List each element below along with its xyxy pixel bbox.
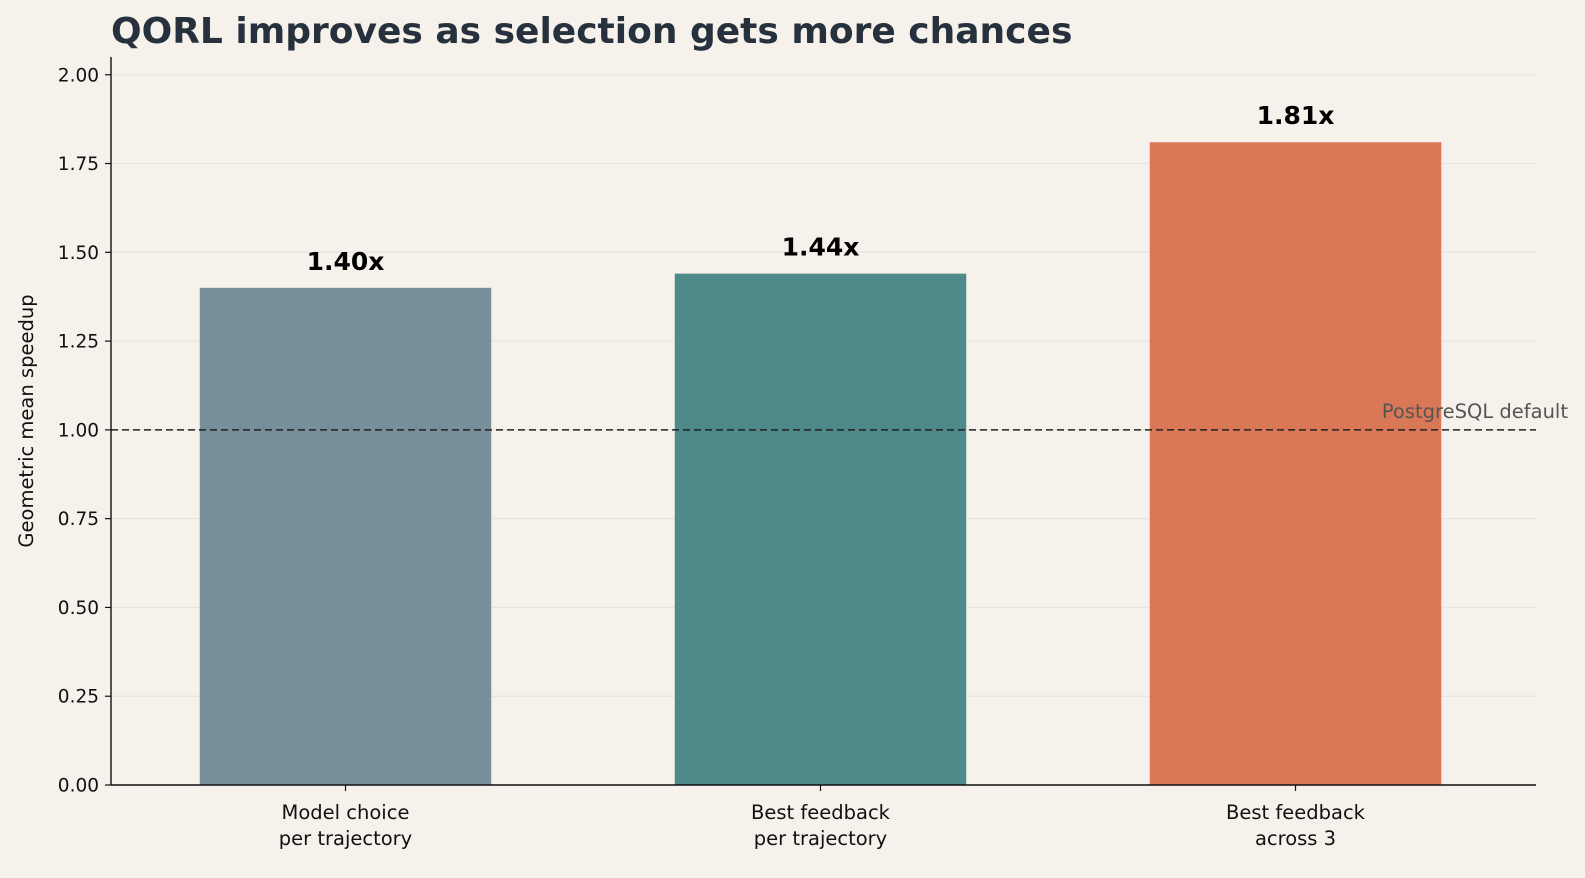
- y-tick-label: 0.75: [58, 509, 99, 530]
- bar: [674, 273, 967, 785]
- y-tick-label: 1.75: [58, 154, 99, 175]
- y-tick-label: 0.50: [58, 598, 99, 619]
- x-tick-label: Model choice: [282, 801, 410, 824]
- axes: 0.00 0.25 0.50 0.75 1.00 1.25 1.50 1.75 2.00 Mode…: [58, 57, 1536, 850]
- y-tick-label: 1.50: [58, 243, 99, 264]
- x-tick-label: Best feedback: [751, 801, 891, 824]
- value-label: 1.44x: [782, 233, 860, 262]
- x-tick-label: per trajectory: [754, 827, 887, 850]
- bar: [1149, 142, 1442, 786]
- y-axis-label: Geometric mean speedup: [15, 294, 38, 547]
- x-tick-label: Best feedback: [1226, 801, 1366, 824]
- x-tick-label: across 3: [1255, 827, 1336, 850]
- bars: [199, 142, 1442, 786]
- y-tick-label: 1.25: [58, 332, 99, 353]
- x-tick-label: per trajectory: [279, 827, 412, 850]
- y-tick-label: 2.00: [58, 65, 99, 86]
- y-tick-label: 1.00: [58, 420, 99, 441]
- value-label: 1.40x: [307, 247, 385, 276]
- bar: [199, 287, 492, 785]
- chart-title: QORL improves as selection gets more cha…: [111, 11, 1072, 52]
- y-tick-label: 0.25: [58, 687, 99, 708]
- reference-line-label: PostgreSQL default: [1382, 400, 1569, 423]
- value-label: 1.81x: [1257, 101, 1335, 130]
- reference-line-group: PostgreSQL default: [111, 400, 1569, 431]
- value-labels: 1.40x 1.44x 1.81x: [307, 101, 1335, 276]
- y-tick-label: 0.00: [58, 776, 99, 797]
